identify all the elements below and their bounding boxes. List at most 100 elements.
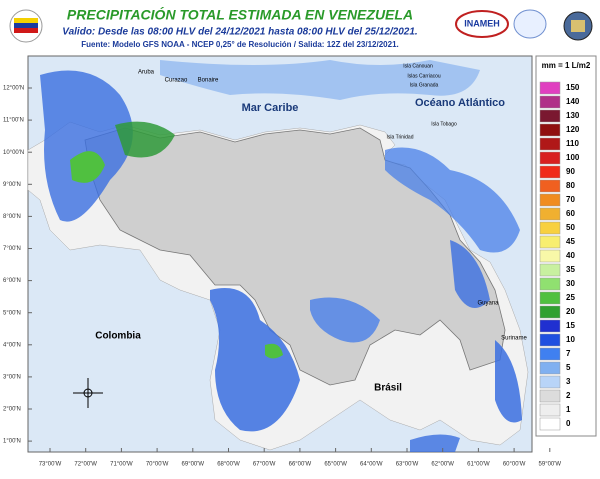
place-label: Isla Tobago (431, 121, 457, 127)
legend-label: 2 (566, 391, 571, 400)
lon-label: 71°00'W (110, 462, 133, 468)
lon-label: 65°00'W (324, 462, 347, 468)
legend-label: 80 (566, 181, 575, 190)
legend-swatch (539, 235, 561, 249)
legend-swatch (539, 179, 561, 193)
lat-label: 12°00'N (3, 86, 24, 92)
legend-label: 15 (566, 321, 575, 330)
lat-label: 8°00'N (3, 214, 21, 220)
legend-label: 130 (566, 111, 580, 120)
legend-swatch (539, 347, 561, 361)
legend-swatch (539, 277, 561, 291)
legend-label: 35 (566, 265, 575, 274)
place-label: Islas Carriacou (407, 73, 441, 79)
legend-swatch (539, 333, 561, 347)
lon-label: 64°00'W (360, 462, 383, 468)
legend-label: 60 (566, 209, 575, 218)
lon-label: 61°00'W (467, 462, 490, 468)
legend-label: 90 (566, 167, 575, 176)
lon-label: 73°00'W (39, 462, 62, 468)
lat-label: 2°00'N (3, 407, 21, 413)
legend-label: 30 (566, 279, 575, 288)
legend-swatch (539, 151, 561, 165)
lon-label: 63°00'W (396, 462, 419, 468)
lon-label: 69°00'W (182, 462, 205, 468)
legend-swatch (539, 417, 561, 431)
legend-swatch (539, 95, 561, 109)
lat-label: 9°00'N (3, 182, 21, 188)
place-label: Océano Atlántico (415, 97, 505, 109)
legend-swatch (539, 319, 561, 333)
place-label: Isla Granada (410, 82, 439, 88)
place-label: Isla Canouan (403, 63, 433, 69)
lat-label: 4°00'N (3, 342, 21, 348)
legend-title: mm = 1 L/m2 (542, 61, 591, 70)
dynamic: 12°00'N11°00'N10°00'N9°00'N8°00'N7°00'N6… (3, 55, 597, 468)
legend-label: 100 (566, 153, 580, 162)
lat-label: 3°00'N (3, 374, 21, 380)
legend-swatch (539, 81, 561, 95)
legend-label: 120 (566, 125, 580, 134)
legend-swatch (539, 193, 561, 207)
legend-swatch (539, 375, 561, 389)
legend-label: 7 (566, 349, 571, 358)
legend-swatch (539, 389, 561, 403)
place-label: Bonaire (198, 78, 219, 84)
lat-label: 1°00'N (3, 439, 21, 445)
logo-ministry (513, 9, 593, 41)
legend-label: 150 (566, 83, 580, 92)
lat-label: 7°00'N (3, 246, 21, 252)
lon-label: 70°00'W (146, 462, 169, 468)
lat-label: 5°00'N (3, 310, 21, 316)
source: Fuente: Modelo GFS NOAA - NCEP 0,25° de … (81, 40, 399, 49)
compass (73, 378, 103, 408)
legend-label: 1 (566, 405, 571, 414)
legend-swatch (539, 305, 561, 319)
subtitle: Valido: Desde las 08:00 HLV del 24/12/20… (62, 27, 417, 38)
place-label: Colombia (95, 331, 141, 342)
place-label: Guyana (477, 301, 499, 307)
legend-label: 3 (566, 377, 571, 386)
legend-label: 45 (566, 237, 575, 246)
map-area (27, 55, 533, 453)
legend-swatch (539, 361, 561, 375)
legend-swatch (539, 165, 561, 179)
legend-swatch (539, 403, 561, 417)
legend-swatch (539, 291, 561, 305)
lon-label: 67°00'W (253, 462, 276, 468)
lat-label: 6°00'N (3, 278, 21, 284)
lon-label: 68°00'W (217, 462, 240, 468)
logo-flag (9, 9, 43, 43)
place-label: Suriname (501, 336, 527, 342)
lon-label: 62°00'W (431, 462, 454, 468)
lat-label: 10°00'N (3, 150, 24, 156)
legend-swatch (539, 207, 561, 221)
logo-inameh (455, 10, 509, 38)
lon-label: 60°00'W (503, 462, 526, 468)
lon-label: 59°00'W (539, 462, 562, 468)
legend-label: 110 (566, 139, 579, 148)
legend-swatch (539, 263, 561, 277)
logo-text: INAMEH (464, 18, 500, 28)
legend-label: 70 (566, 195, 575, 204)
place-label: Aruba (138, 70, 155, 76)
title: PRECIPITACIÓN TOTAL ESTIMADA EN VENEZUEL… (67, 6, 413, 23)
legend-label: 25 (566, 293, 575, 302)
legend-label: 0 (566, 419, 571, 428)
legend-swatch (539, 221, 561, 235)
lon-label: 72°00'W (74, 462, 97, 468)
legend-label: 40 (566, 251, 575, 260)
lat-label: 11°00'N (3, 118, 24, 124)
legend-swatch (539, 109, 561, 123)
legend-swatch (539, 123, 561, 137)
legend-swatch (539, 249, 561, 263)
place-label: Brásil (374, 383, 402, 394)
legend-label: 20 (566, 307, 575, 316)
legend-swatch (539, 137, 561, 151)
legend-label: 50 (566, 223, 575, 232)
place-label: Curazao (165, 78, 188, 84)
place-label: Isla Trinidad (387, 134, 414, 140)
legend-label: 10 (566, 335, 575, 344)
